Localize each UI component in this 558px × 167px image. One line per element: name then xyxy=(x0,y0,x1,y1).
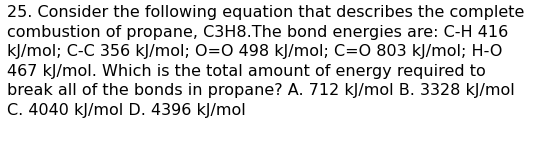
Text: 25. Consider the following equation that describes the complete
combustion of pr: 25. Consider the following equation that… xyxy=(7,5,525,118)
